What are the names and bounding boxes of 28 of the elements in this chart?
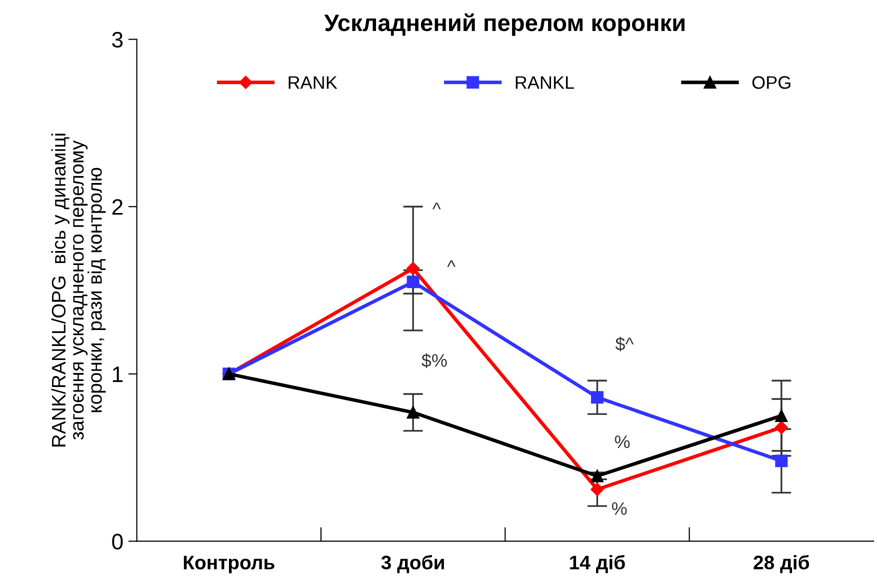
- x-tick-label: Контроль: [184, 556, 274, 574]
- y-axis-title: RANK/RANKL/OPG вісь у динаміці загоєння ускладненого перелому коронки, рази від контролю: [51, 134, 106, 446]
- point: [775, 454, 788, 468]
- y-tick-label: 0: [112, 534, 123, 550]
- point: [590, 470, 604, 482]
- point: [406, 262, 420, 276]
- point: [406, 406, 420, 419]
- y-tick-label: 3: [112, 32, 123, 48]
- x-tick-label: 14 діб: [570, 554, 625, 574]
- x-tick-label: 3 доби: [381, 554, 444, 574]
- annotation: $^: [615, 336, 634, 352]
- point: [590, 391, 604, 404]
- point: [775, 409, 788, 422]
- y-tick-label: 2: [112, 199, 123, 215]
- legend-label: OPG: [752, 76, 790, 89]
- annotation: ^: [432, 202, 441, 210]
- x-tick-label: 28 діб: [754, 554, 810, 574]
- y-tick-label: 1: [112, 366, 123, 382]
- annotation: ^: [447, 260, 456, 267]
- annotation: %: [614, 435, 630, 448]
- point: [590, 482, 604, 496]
- annotation: $%: [422, 353, 447, 368]
- legend-label: RANK: [288, 76, 338, 89]
- point: [406, 276, 420, 288]
- legend-label: RANKL: [516, 76, 574, 89]
- annotation: %: [612, 502, 627, 515]
- point: [774, 420, 788, 434]
- chart-title: Ускладнений перелом коронки: [324, 13, 684, 36]
